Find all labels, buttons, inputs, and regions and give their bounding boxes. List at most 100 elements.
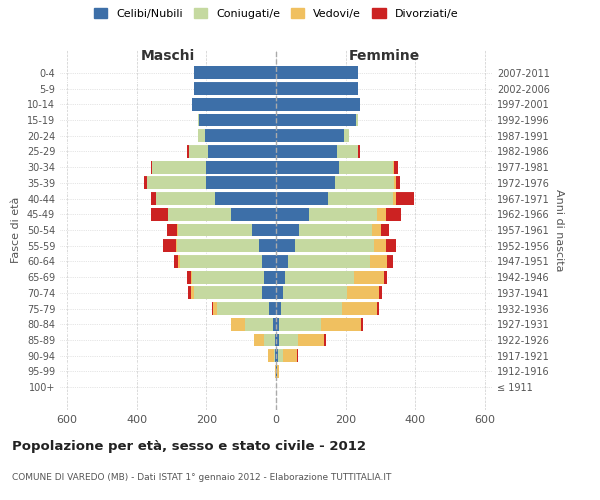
- Bar: [386, 208, 401, 220]
- Bar: [276, 286, 283, 300]
- Bar: [276, 255, 288, 268]
- Text: COMUNE DI VAREDO (MB) - Dati ISTAT 1° gennaio 2012 - Elaborazione TUTTITALIA.IT: COMUNE DI VAREDO (MB) - Dati ISTAT 1° ge…: [12, 473, 391, 482]
- Bar: [245, 318, 273, 331]
- Bar: [259, 240, 276, 252]
- Bar: [251, 224, 276, 236]
- Bar: [388, 255, 393, 268]
- Bar: [283, 286, 347, 300]
- Bar: [276, 224, 299, 236]
- Bar: [193, 270, 264, 283]
- Bar: [347, 286, 379, 300]
- Bar: [187, 145, 189, 158]
- Bar: [275, 350, 276, 362]
- Bar: [324, 334, 326, 346]
- Bar: [206, 176, 276, 190]
- Bar: [231, 318, 232, 331]
- Bar: [394, 176, 396, 190]
- Bar: [191, 270, 193, 283]
- Bar: [147, 176, 206, 190]
- Bar: [205, 129, 276, 142]
- Bar: [254, 334, 264, 346]
- Bar: [276, 350, 278, 362]
- Bar: [295, 240, 374, 252]
- Bar: [372, 224, 380, 236]
- Bar: [269, 302, 276, 315]
- Text: Popolazione per età, sesso e stato civile - 2012: Popolazione per età, sesso e stato civil…: [12, 440, 366, 453]
- Bar: [152, 160, 206, 173]
- Bar: [177, 240, 259, 252]
- Bar: [285, 270, 355, 283]
- Bar: [193, 98, 276, 110]
- Bar: [178, 255, 180, 268]
- Bar: [187, 270, 191, 283]
- Bar: [380, 224, 389, 236]
- Bar: [283, 350, 297, 362]
- Bar: [276, 270, 285, 283]
- Bar: [151, 208, 168, 220]
- Bar: [275, 365, 276, 378]
- Bar: [276, 240, 295, 252]
- Bar: [276, 176, 335, 190]
- Bar: [156, 192, 215, 205]
- Bar: [197, 129, 205, 142]
- Bar: [262, 286, 276, 300]
- Bar: [168, 208, 231, 220]
- Bar: [309, 208, 377, 220]
- Bar: [276, 129, 344, 142]
- Bar: [356, 114, 358, 126]
- Bar: [377, 208, 386, 220]
- Bar: [276, 114, 356, 126]
- Bar: [217, 302, 269, 315]
- Bar: [262, 255, 276, 268]
- Bar: [151, 160, 152, 173]
- Bar: [213, 302, 217, 315]
- Bar: [339, 160, 393, 173]
- Bar: [276, 208, 309, 220]
- Bar: [276, 66, 358, 80]
- Bar: [189, 145, 208, 158]
- Bar: [194, 286, 262, 300]
- Legend: Celibi/Nubili, Coniugati/e, Vedovi/e, Divorziati/e: Celibi/Nubili, Coniugati/e, Vedovi/e, Di…: [94, 8, 458, 19]
- Text: Femmine: Femmine: [349, 50, 419, 64]
- Bar: [379, 286, 382, 300]
- Bar: [297, 350, 298, 362]
- Bar: [178, 224, 251, 236]
- Bar: [232, 318, 245, 331]
- Bar: [276, 98, 359, 110]
- Bar: [298, 334, 324, 346]
- Bar: [264, 334, 275, 346]
- Bar: [377, 302, 379, 315]
- Bar: [281, 302, 342, 315]
- Bar: [275, 334, 276, 346]
- Bar: [215, 192, 276, 205]
- Bar: [393, 192, 396, 205]
- Bar: [276, 192, 328, 205]
- Bar: [194, 66, 276, 80]
- Bar: [299, 224, 372, 236]
- Bar: [361, 318, 363, 331]
- Bar: [276, 302, 281, 315]
- Bar: [279, 334, 298, 346]
- Bar: [274, 350, 275, 362]
- Bar: [370, 255, 388, 268]
- Bar: [355, 270, 384, 283]
- Bar: [174, 255, 178, 268]
- Bar: [276, 334, 279, 346]
- Bar: [143, 176, 147, 190]
- Bar: [358, 145, 359, 158]
- Y-axis label: Fasce di età: Fasce di età: [11, 197, 21, 263]
- Bar: [288, 255, 370, 268]
- Bar: [268, 350, 274, 362]
- Bar: [276, 82, 358, 95]
- Bar: [167, 224, 178, 236]
- Bar: [337, 145, 358, 158]
- Y-axis label: Anni di nascita: Anni di nascita: [554, 188, 563, 271]
- Bar: [276, 318, 280, 331]
- Bar: [188, 286, 191, 300]
- Bar: [180, 255, 262, 268]
- Bar: [321, 318, 361, 331]
- Bar: [396, 176, 400, 190]
- Bar: [276, 145, 337, 158]
- Bar: [280, 318, 321, 331]
- Bar: [208, 145, 276, 158]
